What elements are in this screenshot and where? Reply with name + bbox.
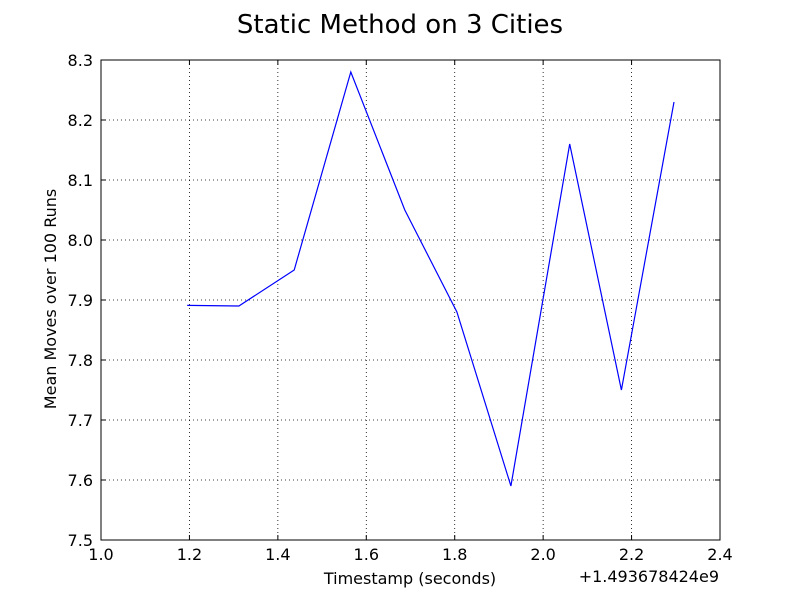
series-line-0 [187, 70, 675, 487]
x-tick-label: 1.4 [265, 545, 290, 564]
x-axis-offset-label: +1.493678424e9 [579, 567, 719, 586]
x-tick-label: 1.2 [177, 545, 202, 564]
y-tick-label: 7.5 [68, 531, 93, 550]
chart-title: Static Method on 3 Cities [237, 10, 563, 40]
y-tick-label: 8.2 [68, 111, 93, 130]
y-tick-label: 8.3 [68, 51, 93, 70]
grid-lines [100, 59, 721, 541]
y-axis-label: Mean Moves over 100 Runs [41, 189, 60, 409]
series-layer [187, 70, 675, 487]
x-tick-label: 2.0 [530, 545, 555, 564]
x-tick-label: 1.0 [88, 545, 113, 564]
x-tick-label: 2.2 [619, 545, 644, 564]
y-tick-label: 8.1 [68, 171, 93, 190]
x-axis-label: Timestamp (seconds) [323, 569, 496, 588]
y-tick-label: 7.8 [68, 351, 93, 370]
y-tick-label: 7.6 [68, 471, 93, 490]
x-tick-label: 1.8 [442, 545, 467, 564]
y-tick-label: 7.7 [68, 411, 93, 430]
y-tick-label: 7.9 [68, 291, 93, 310]
x-tick-label: 1.6 [354, 545, 379, 564]
axis-ticks: 1.0 1.2 1.4 1.6 1.8 2.0 2.2 2.4 7.5 7.6 7.7 7.8 7.9 8… [68, 51, 733, 564]
y-tick-label: 8.0 [68, 231, 93, 250]
x-tick-label: 2.4 [707, 545, 732, 564]
